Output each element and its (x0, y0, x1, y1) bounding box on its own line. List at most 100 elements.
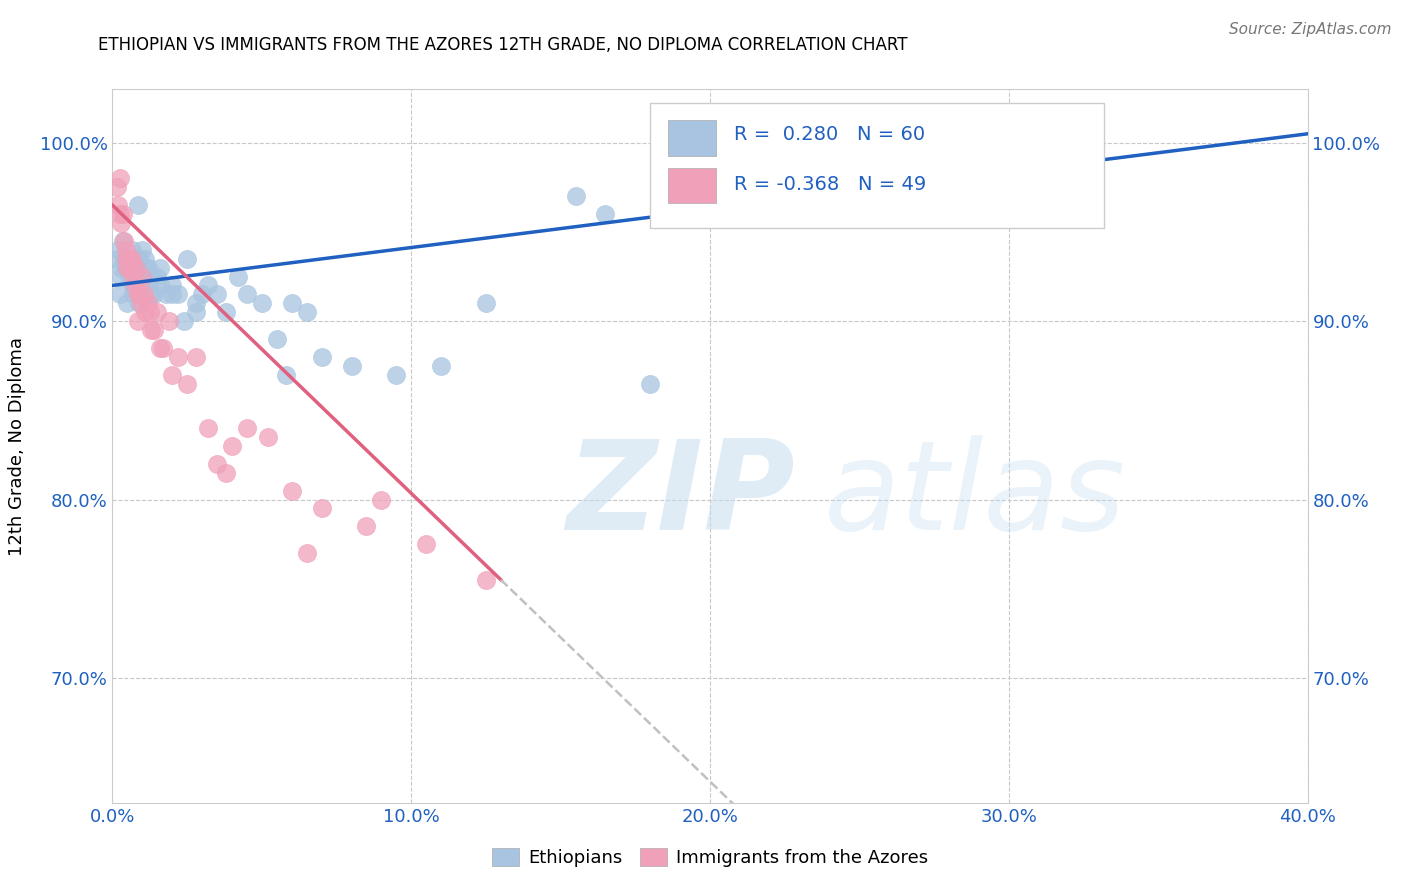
Point (132, 287, 155, 301)
Point (149, 278, 172, 293)
Point (122, 269, 145, 284)
Text: atlas: atlas (824, 435, 1126, 557)
Point (143, 287, 166, 301)
Point (127, 198, 149, 212)
Text: ETHIOPIAN VS IMMIGRANTS FROM THE AZORES 12TH GRADE, NO DIPLOMA CORRELATION CHART: ETHIOPIAN VS IMMIGRANTS FROM THE AZORES … (98, 36, 908, 54)
Point (120, 260, 142, 275)
Point (221, 439, 243, 453)
Point (125, 252, 148, 266)
Point (236, 421, 259, 435)
Point (111, 207, 134, 221)
Point (908, 180, 931, 194)
Point (125, 260, 148, 275)
FancyBboxPatch shape (651, 103, 1105, 228)
Point (176, 252, 198, 266)
Point (385, 368, 408, 382)
Point (340, 359, 363, 373)
Point (110, 216, 132, 230)
Point (157, 314, 180, 328)
Point (128, 287, 150, 301)
Point (114, 252, 135, 266)
Point (595, 207, 617, 221)
Point (105, 252, 128, 266)
Point (215, 466, 238, 480)
Point (250, 296, 273, 310)
Point (162, 368, 183, 382)
Point (122, 287, 145, 301)
FancyBboxPatch shape (668, 168, 716, 203)
Point (226, 269, 249, 284)
Point (134, 305, 156, 319)
Point (107, 198, 129, 212)
Point (114, 234, 135, 248)
Point (146, 305, 169, 319)
Point (191, 287, 214, 301)
Point (122, 278, 145, 293)
Point (205, 287, 228, 301)
Point (176, 376, 198, 391)
Point (564, 189, 586, 203)
Point (274, 368, 297, 382)
Point (236, 287, 259, 301)
Point (356, 519, 378, 533)
Point (118, 269, 141, 284)
Point (281, 296, 304, 310)
Point (143, 323, 166, 337)
Point (475, 573, 498, 587)
Point (149, 341, 172, 355)
Point (141, 287, 163, 301)
Point (110, 269, 132, 284)
Text: ZIP: ZIP (567, 435, 796, 557)
Point (311, 501, 333, 516)
Text: R =  0.280   N = 60: R = 0.280 N = 60 (734, 125, 925, 144)
Point (141, 269, 163, 284)
Point (186, 350, 208, 364)
Point (118, 252, 141, 266)
Point (121, 243, 143, 257)
Point (953, 189, 976, 203)
Point (370, 492, 392, 507)
Point (205, 457, 228, 471)
Point (257, 430, 280, 444)
Point (108, 287, 131, 301)
Point (120, 252, 142, 266)
Point (115, 252, 138, 266)
Point (295, 305, 318, 319)
Point (128, 296, 150, 310)
Point (149, 260, 172, 275)
Point (110, 260, 132, 275)
Point (124, 278, 146, 293)
Point (121, 252, 143, 266)
Point (162, 278, 183, 293)
Legend: Ethiopians, Immigrants from the Azores: Ethiopians, Immigrants from the Azores (485, 840, 935, 874)
Point (107, 243, 129, 257)
Point (215, 305, 238, 319)
Point (105, 180, 128, 194)
Point (131, 269, 153, 284)
Point (152, 341, 174, 355)
Point (134, 252, 156, 266)
Point (115, 260, 138, 275)
Point (117, 260, 139, 275)
Point (266, 332, 288, 346)
Point (197, 278, 219, 293)
Point (117, 252, 139, 266)
Point (115, 243, 138, 257)
Point (430, 359, 453, 373)
Point (155, 287, 177, 301)
Point (311, 350, 333, 364)
Point (111, 234, 134, 248)
Point (108, 171, 131, 186)
Point (141, 323, 163, 337)
Point (128, 252, 150, 266)
Point (127, 314, 149, 328)
Point (167, 287, 190, 301)
Point (127, 287, 149, 301)
Point (197, 421, 219, 435)
Point (475, 296, 498, 310)
Point (134, 260, 156, 275)
Point (186, 296, 208, 310)
Point (162, 287, 183, 301)
Point (117, 296, 139, 310)
Text: R = -0.368   N = 49: R = -0.368 N = 49 (734, 175, 927, 194)
